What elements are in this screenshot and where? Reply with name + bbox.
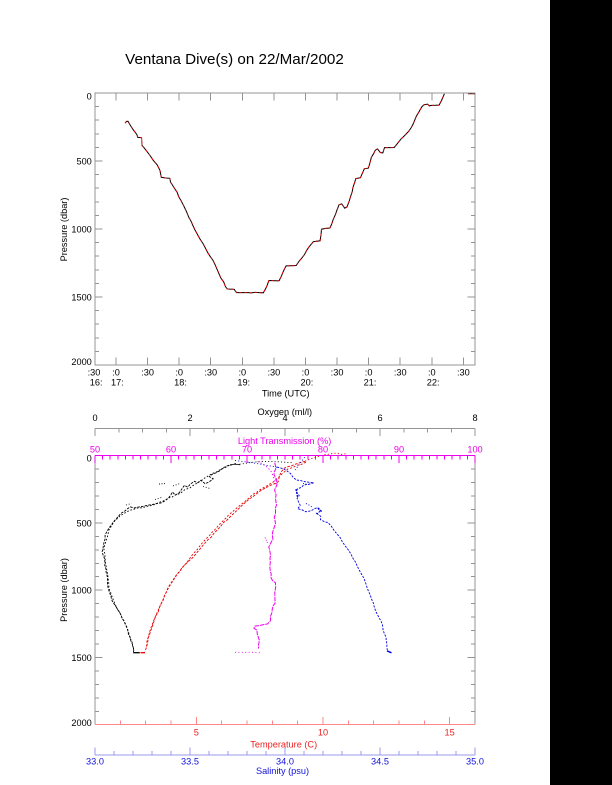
svg-text:Salinity (psu): Salinity (psu) xyxy=(256,766,309,776)
svg-text:15: 15 xyxy=(445,727,455,737)
svg-text::30: :30 xyxy=(88,368,101,378)
svg-text:33.0: 33.0 xyxy=(86,756,104,766)
svg-text:1500: 1500 xyxy=(71,293,91,303)
svg-text:Ventana Dive(s) on 22/Mar/2002: Ventana Dive(s) on 22/Mar/2002 xyxy=(125,51,344,68)
svg-text:1500: 1500 xyxy=(71,653,91,663)
svg-text:Pressure (dbar): Pressure (dbar) xyxy=(59,198,69,262)
svg-text:500: 500 xyxy=(76,518,91,528)
svg-text:0: 0 xyxy=(87,92,92,102)
svg-text:50: 50 xyxy=(90,445,100,455)
svg-text:19:: 19: xyxy=(237,377,250,387)
svg-text::0: :0 xyxy=(112,368,120,378)
svg-text:4: 4 xyxy=(282,413,287,423)
svg-text::30: :30 xyxy=(141,368,154,378)
svg-text::0: :0 xyxy=(175,368,183,378)
svg-text:2000: 2000 xyxy=(71,718,91,728)
svg-text:34.5: 34.5 xyxy=(371,756,389,766)
svg-text:35.0: 35.0 xyxy=(466,756,484,766)
svg-text:20:: 20: xyxy=(300,377,313,387)
svg-text:70: 70 xyxy=(242,445,252,455)
svg-text::30: :30 xyxy=(457,368,470,378)
svg-text:Oxygen (ml/l): Oxygen (ml/l) xyxy=(257,407,312,417)
svg-text::30: :30 xyxy=(268,368,281,378)
svg-text::0: :0 xyxy=(238,368,246,378)
svg-text:16:: 16: xyxy=(90,377,103,387)
svg-text:0: 0 xyxy=(92,413,97,423)
svg-text:17:: 17: xyxy=(111,377,124,387)
svg-text:80: 80 xyxy=(318,445,328,455)
svg-text::30: :30 xyxy=(204,368,217,378)
svg-text:34.0: 34.0 xyxy=(276,756,294,766)
svg-text::30: :30 xyxy=(331,368,344,378)
svg-text:Time (UTC): Time (UTC) xyxy=(262,388,310,398)
svg-text:21:: 21: xyxy=(364,377,377,387)
svg-text:1000: 1000 xyxy=(71,225,91,235)
svg-text:10: 10 xyxy=(318,727,328,737)
svg-text:2000: 2000 xyxy=(71,357,91,367)
svg-text:Pressure (dbar): Pressure (dbar) xyxy=(59,558,69,622)
svg-text:90: 90 xyxy=(394,445,404,455)
svg-text:18:: 18: xyxy=(174,377,187,387)
svg-text::30: :30 xyxy=(394,368,407,378)
svg-text:33.5: 33.5 xyxy=(181,756,199,766)
svg-text::0: :0 xyxy=(302,368,310,378)
svg-text::0: :0 xyxy=(365,368,373,378)
svg-text:Temperature (C): Temperature (C) xyxy=(250,739,317,749)
svg-text:22:: 22: xyxy=(427,377,440,387)
svg-text:5: 5 xyxy=(194,727,199,737)
svg-text:2: 2 xyxy=(187,413,192,423)
svg-text:60: 60 xyxy=(166,445,176,455)
svg-text:0: 0 xyxy=(87,453,92,463)
svg-text::0: :0 xyxy=(428,368,436,378)
svg-text:6: 6 xyxy=(377,413,382,423)
svg-text:8: 8 xyxy=(472,413,477,423)
svg-text:Light Transmission (%): Light Transmission (%) xyxy=(238,436,331,446)
svg-text:1000: 1000 xyxy=(71,586,91,596)
svg-text:100: 100 xyxy=(467,445,482,455)
svg-text:500: 500 xyxy=(76,157,91,167)
